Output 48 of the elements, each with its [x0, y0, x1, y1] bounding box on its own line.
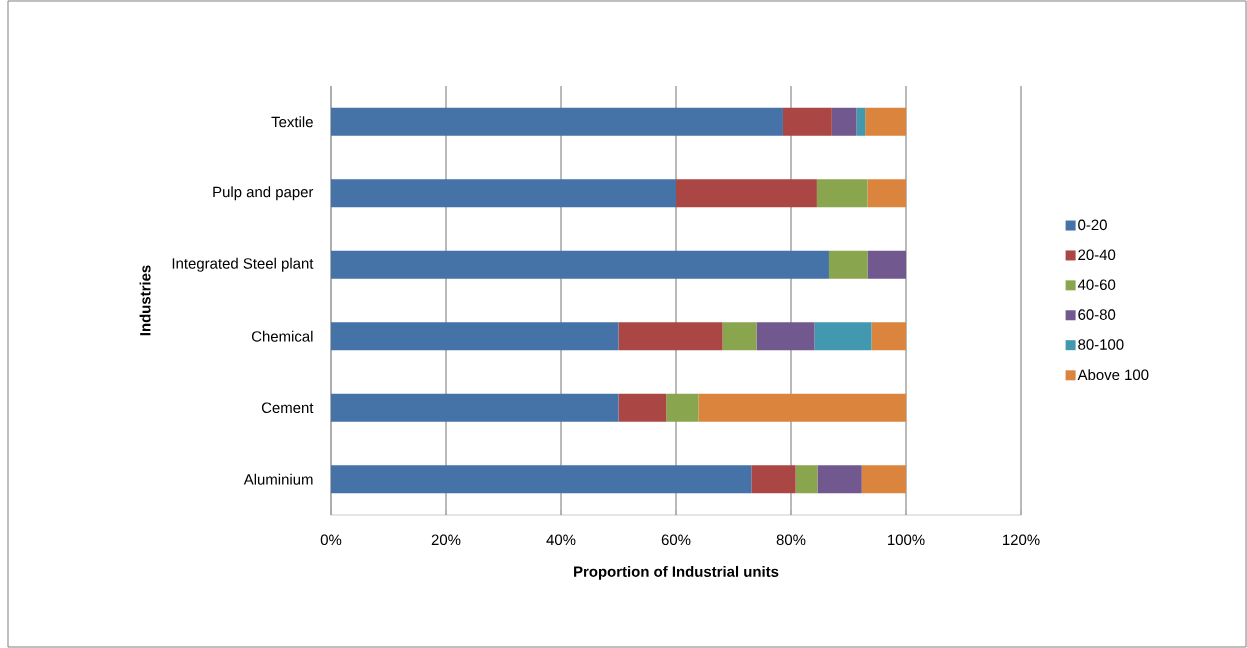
bar — [856, 107, 866, 136]
y-tick-label: Aluminium — [243, 473, 313, 485]
y-tick-label: Chemical — [251, 330, 313, 342]
x-axis-title: Proportion of Industrial units — [574, 565, 779, 580]
legend-label: 20-40 — [1078, 249, 1116, 261]
bar — [331, 179, 677, 208]
y-axis-title: Industries — [139, 265, 151, 336]
bar — [814, 322, 872, 351]
bar — [751, 465, 796, 494]
bar — [828, 250, 868, 279]
bar — [698, 393, 907, 422]
bar — [861, 465, 907, 494]
legend-label: 40-60 — [1077, 279, 1116, 290]
bar — [331, 322, 619, 351]
x-tick-label: 40% — [546, 534, 576, 546]
bar — [795, 465, 818, 494]
y-tick-label: Integrated Steel plant — [172, 257, 314, 272]
x-tick-label: 0% — [320, 534, 342, 546]
x-tick-label: 120% — [1003, 534, 1040, 546]
legend-label: 80-100 — [1078, 339, 1124, 350]
bar — [865, 107, 907, 136]
x-tick-label: 20% — [431, 534, 461, 546]
bar — [618, 322, 723, 351]
bar — [817, 465, 862, 494]
x-tick-label: 60% — [661, 534, 691, 546]
legend-label: Above 100 — [1077, 369, 1149, 381]
x-tick-label: 100% — [888, 534, 925, 546]
bar — [666, 393, 699, 422]
y-tick-label: Pulp and paper — [213, 186, 314, 201]
x-tick-label: 80% — [776, 534, 806, 546]
legend-label: 60-80 — [1078, 309, 1116, 320]
bar — [831, 107, 857, 136]
bar — [618, 393, 667, 422]
bar — [331, 465, 752, 494]
legend-label: 0-20 — [1078, 219, 1107, 231]
bar — [331, 250, 829, 279]
y-tick-label: Textile — [271, 116, 313, 128]
bar — [816, 179, 868, 208]
bar — [782, 107, 832, 136]
bar — [867, 179, 907, 208]
bar — [676, 179, 817, 208]
bar — [871, 322, 907, 351]
bar — [331, 393, 619, 422]
bar — [722, 322, 757, 351]
y-tick-label: Cement — [261, 402, 314, 414]
bar — [331, 107, 783, 136]
bar — [867, 250, 907, 279]
bar — [756, 322, 815, 351]
